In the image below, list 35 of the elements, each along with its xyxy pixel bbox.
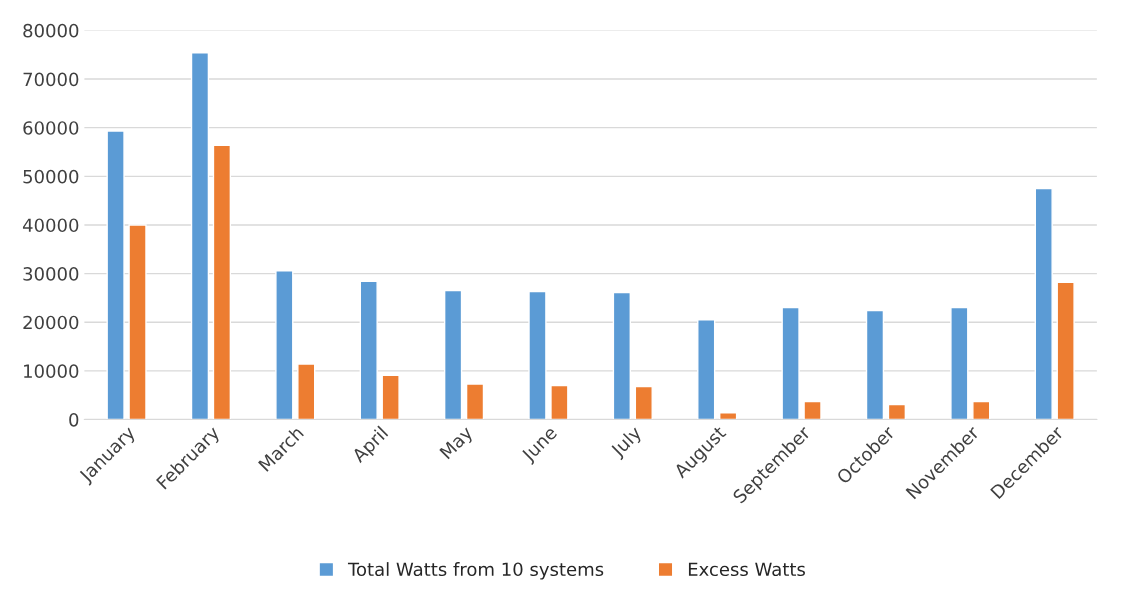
bar <box>212 144 232 420</box>
bar <box>972 400 991 420</box>
y-tick-label: 30000 <box>23 267 79 281</box>
bar <box>190 52 210 420</box>
bar <box>1034 187 1053 420</box>
bar <box>634 385 653 420</box>
bar <box>803 400 822 420</box>
legend-label: Total Watts from 10 systems <box>347 562 604 580</box>
y-tick-label: 80000 <box>23 23 79 38</box>
bar <box>443 289 463 420</box>
y-tick-label: 70000 <box>23 72 79 87</box>
legend-label: Excess Watts <box>688 562 805 577</box>
y-tick-label: 10000 <box>24 364 79 378</box>
bar <box>297 363 316 420</box>
bar <box>719 412 738 420</box>
bar <box>612 291 631 420</box>
bar <box>887 403 907 420</box>
y-tick-label: 50000 <box>23 169 79 184</box>
bar <box>550 384 569 420</box>
y-tick-label: 0 <box>69 412 79 427</box>
bar <box>275 269 294 420</box>
y-tick-label: 60000 <box>23 121 79 135</box>
bar <box>781 306 800 420</box>
bar <box>381 374 400 420</box>
y-tick-label: 40000 <box>22 218 79 233</box>
bar <box>697 319 716 420</box>
bar <box>359 280 378 420</box>
bar <box>1056 281 1075 420</box>
bar <box>128 224 147 420</box>
bar <box>106 130 125 420</box>
bar <box>465 383 485 420</box>
bar <box>528 290 547 420</box>
y-tick-label: 20000 <box>23 315 79 330</box>
bar <box>950 306 969 420</box>
bar <box>865 309 885 420</box>
